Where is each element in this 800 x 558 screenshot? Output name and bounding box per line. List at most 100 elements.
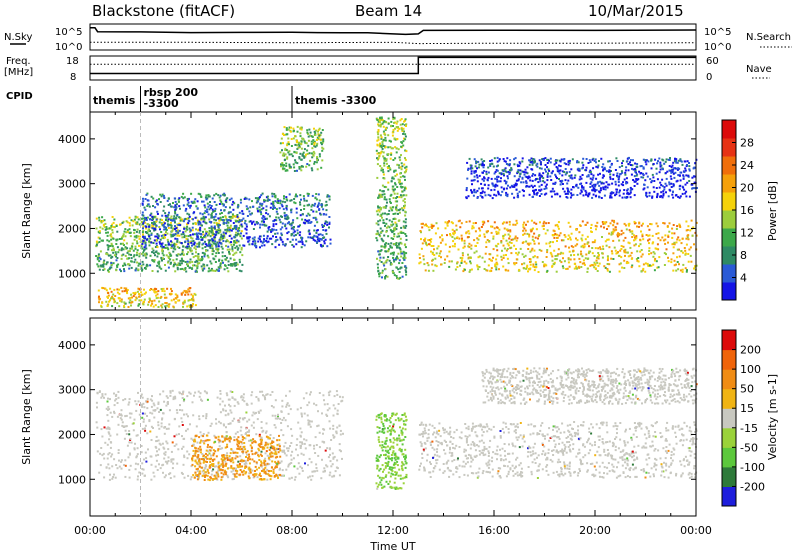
data-cell <box>197 207 199 209</box>
data-cell <box>204 228 206 230</box>
data-cell <box>462 252 464 254</box>
data-cell <box>580 253 582 255</box>
data-cell <box>562 188 564 190</box>
data-cell <box>192 298 194 300</box>
data-cell <box>291 138 293 140</box>
data-cell <box>608 233 610 235</box>
data-cell <box>306 129 308 131</box>
data-cell <box>312 139 314 141</box>
data-cell <box>166 233 168 235</box>
data-cell <box>672 191 674 193</box>
data-cell <box>197 200 199 202</box>
data-cell <box>513 184 515 186</box>
data-cell <box>615 181 617 183</box>
data-cell <box>311 147 313 149</box>
data-cell <box>318 234 320 236</box>
data-cell <box>468 195 470 197</box>
data-cell <box>199 227 201 229</box>
data-cell <box>225 232 227 234</box>
data-cell <box>129 222 131 224</box>
data-cell <box>486 270 488 272</box>
data-cell <box>688 249 690 251</box>
data-cell <box>189 216 191 218</box>
data-cell <box>479 266 481 268</box>
data-cell <box>101 302 103 304</box>
data-cell <box>265 240 267 242</box>
data-cell <box>128 306 130 308</box>
data-cell <box>177 448 179 450</box>
data-cell <box>128 456 130 458</box>
data-cell <box>398 243 400 245</box>
data-cell <box>431 264 433 266</box>
data-cell <box>420 230 422 232</box>
data-cell <box>138 265 140 267</box>
data-cell <box>385 223 387 225</box>
data-cell <box>397 193 399 195</box>
data-cell <box>324 242 326 244</box>
data-cell <box>188 300 190 302</box>
data-cell <box>394 229 396 231</box>
data-cell <box>432 245 434 247</box>
data-cell <box>301 431 303 433</box>
data-cell <box>241 230 243 232</box>
data-cell <box>631 252 633 254</box>
data-cell <box>470 245 472 247</box>
data-cell <box>297 126 299 128</box>
data-cell <box>146 432 148 434</box>
data-cell <box>187 222 189 224</box>
data-cell <box>392 132 394 134</box>
data-cell <box>391 177 393 179</box>
data-cell <box>217 243 219 245</box>
data-cell <box>386 218 388 220</box>
data-cell <box>98 299 100 301</box>
data-cell <box>159 443 161 445</box>
data-cell <box>491 163 493 165</box>
data-cell <box>174 234 176 236</box>
data-cell <box>574 174 576 176</box>
data-cell <box>542 172 544 174</box>
data-cell <box>326 209 328 211</box>
data-cell <box>608 184 610 186</box>
data-cell <box>143 240 145 242</box>
data-cell <box>686 269 688 271</box>
data-cell <box>157 270 159 272</box>
data-cell <box>177 232 179 234</box>
data-cell <box>384 134 386 136</box>
data-cell <box>316 467 318 469</box>
data-cell <box>494 221 496 223</box>
data-cell <box>98 253 100 255</box>
data-cell <box>175 230 177 232</box>
data-cell <box>273 229 275 231</box>
nsky-tick-top: 10^5 <box>55 27 82 38</box>
data-cell <box>139 414 141 416</box>
data-cell <box>405 274 407 276</box>
data-cell <box>505 192 507 194</box>
data-cell <box>531 175 533 177</box>
data-cell <box>480 195 482 197</box>
data-cell <box>181 435 183 437</box>
data-cell <box>289 200 291 202</box>
data-cell <box>123 464 125 466</box>
data-cell <box>167 220 169 222</box>
data-cell <box>427 239 429 241</box>
data-cell <box>286 205 288 207</box>
data-cell <box>164 294 166 296</box>
data-cell <box>113 262 115 264</box>
data-cell <box>113 222 115 224</box>
data-cell <box>235 252 237 254</box>
data-cell <box>237 206 239 208</box>
data-cell <box>99 269 101 271</box>
data-cell <box>508 238 510 240</box>
data-cell <box>201 256 203 258</box>
data-cell <box>182 231 184 233</box>
data-cell <box>628 169 630 171</box>
data-cell <box>569 226 571 228</box>
data-cell <box>586 167 588 169</box>
data-cell <box>129 398 131 400</box>
colorbar-swatch <box>722 192 736 211</box>
data-cell <box>659 187 661 189</box>
data-cell <box>173 299 175 301</box>
data-cell <box>398 179 400 181</box>
data-cell <box>400 176 402 178</box>
data-cell <box>308 136 310 138</box>
